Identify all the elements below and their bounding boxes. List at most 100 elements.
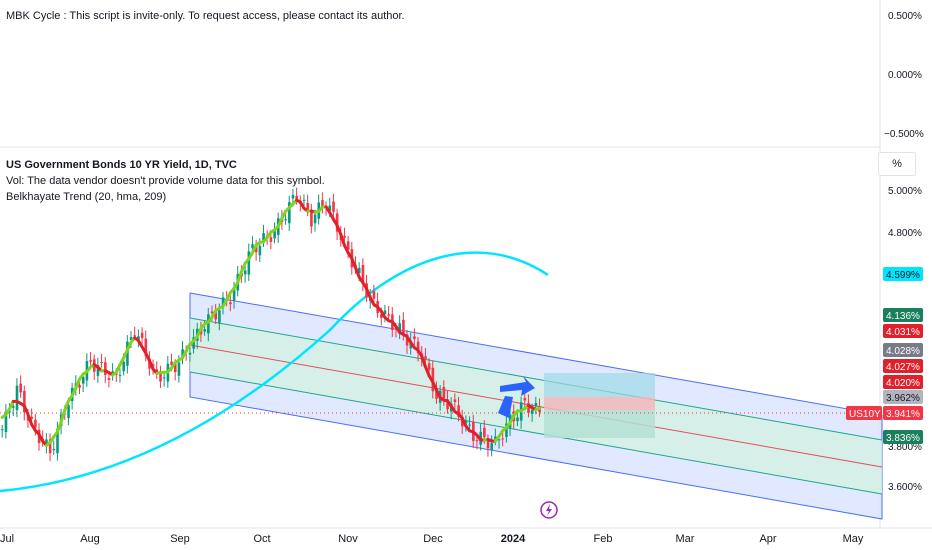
time-label: Aug [80, 533, 100, 545]
candle [162, 373, 166, 387]
symbol-tag[interactable]: US10Y [846, 406, 882, 420]
candle [247, 243, 251, 281]
price-tag: 4.031% [883, 324, 923, 338]
candle [100, 353, 103, 368]
candle [23, 385, 26, 421]
price-tag-label: 3.836% [886, 433, 920, 444]
candle [214, 304, 218, 325]
candle [159, 365, 162, 389]
indicator-legend: MBK Cycle : This script is invite-only. … [6, 10, 405, 22]
candle [221, 291, 225, 315]
time-label: Mar [676, 533, 695, 545]
candle [140, 327, 144, 347]
candle [96, 357, 100, 383]
candle [137, 329, 140, 348]
hma-segment [350, 256, 357, 270]
time-label: Apr [759, 533, 776, 545]
indicator-tick-2: 0.000% [888, 70, 922, 81]
candle [398, 315, 402, 340]
candle [332, 193, 335, 218]
price-tag-label: 4.028% [886, 346, 920, 357]
time-label: 2024 [501, 533, 526, 545]
price-tag-label: 4.020% [886, 378, 920, 389]
price-tag: 4.136% [883, 308, 923, 322]
candle [15, 378, 19, 418]
y-tick-3800: 3.800% [888, 442, 922, 453]
candle [229, 295, 232, 312]
time-label: Dec [423, 533, 443, 545]
candle [93, 354, 96, 381]
arrow-up-icon [498, 396, 513, 418]
indicator-tick-3: −0.500% [884, 129, 924, 140]
candle [262, 224, 265, 248]
candle [490, 435, 494, 457]
candle [52, 440, 56, 455]
price-tag-label: 4.027% [886, 362, 920, 373]
hma-segment [335, 223, 343, 236]
indicator-tick-1: 0.500% [888, 11, 922, 22]
price-tag: 4.020% [883, 375, 923, 389]
candle [534, 396, 538, 415]
candle [361, 258, 365, 292]
hma-segment [22, 404, 30, 416]
signal-arrows [498, 376, 535, 418]
time-axis[interactable]: Jul Aug Sep Oct Nov Dec 2024 Feb Mar Apr May [0, 533, 864, 545]
price-tag-label: 4.136% [886, 311, 920, 322]
time-label: Feb [594, 533, 613, 545]
candle [457, 396, 460, 422]
symbol-tag-label: US10Y [849, 409, 881, 420]
time-label: Sep [170, 533, 190, 545]
hma-segment [26, 412, 34, 426]
candle [306, 194, 310, 217]
position-box[interactable] [544, 373, 655, 438]
hma-segment [353, 266, 361, 279]
candle [523, 391, 527, 409]
y-tick-5000: 5.000% [888, 186, 922, 197]
candle [310, 203, 313, 234]
hma-segment [236, 270, 243, 284]
candle [111, 363, 114, 381]
candle [118, 368, 122, 383]
price-tag-label: 3.941% [886, 409, 920, 420]
time-label: Oct [253, 533, 270, 545]
candle [48, 433, 52, 462]
candle [413, 328, 416, 346]
candle [188, 345, 192, 362]
candle [387, 306, 390, 321]
candle [501, 430, 505, 447]
price-tag: 3.836% [883, 430, 923, 444]
candle [19, 375, 22, 398]
hma-segment [147, 358, 155, 371]
price-tag-label: 4.599% [886, 270, 920, 281]
price-tag: 4.027% [883, 359, 923, 373]
hma-segment [239, 261, 247, 274]
hma-segment [74, 377, 81, 390]
candle [321, 192, 324, 214]
candle [89, 352, 92, 368]
hma-segment [423, 365, 431, 378]
price-tag: 4.599% [883, 267, 923, 281]
hma-segment [339, 232, 346, 247]
candle [453, 393, 457, 410]
time-label: Nov [338, 533, 358, 545]
trend-indicator-legend[interactable]: Belkhayate Trend (20, hma, 209) [6, 191, 167, 203]
price-tag: 3.962% [883, 390, 923, 404]
candle [4, 404, 8, 439]
volume-note: Vol: The data vendor doesn't provide vol… [6, 175, 325, 187]
hma-trend-line [0, 198, 541, 447]
candle [243, 266, 247, 283]
price-tags: 4.599% 4.136% 4.031% 4.028% 4.027% 4.020% 3.96… [846, 267, 923, 444]
candle [468, 416, 471, 431]
candle [126, 335, 129, 374]
event-icon[interactable] [540, 501, 558, 519]
symbol-title[interactable]: US Government Bonds 10 YR Yield, 1D, TVC [6, 159, 237, 171]
percent-scale-button[interactable]: % [878, 152, 916, 176]
price-tag-label: 4.031% [886, 327, 920, 338]
candle [405, 329, 409, 354]
price-tag: 4.028% [883, 343, 923, 357]
time-label: Jul [0, 533, 14, 545]
long-trend-curve [0, 251, 549, 493]
time-label: May [843, 533, 864, 545]
